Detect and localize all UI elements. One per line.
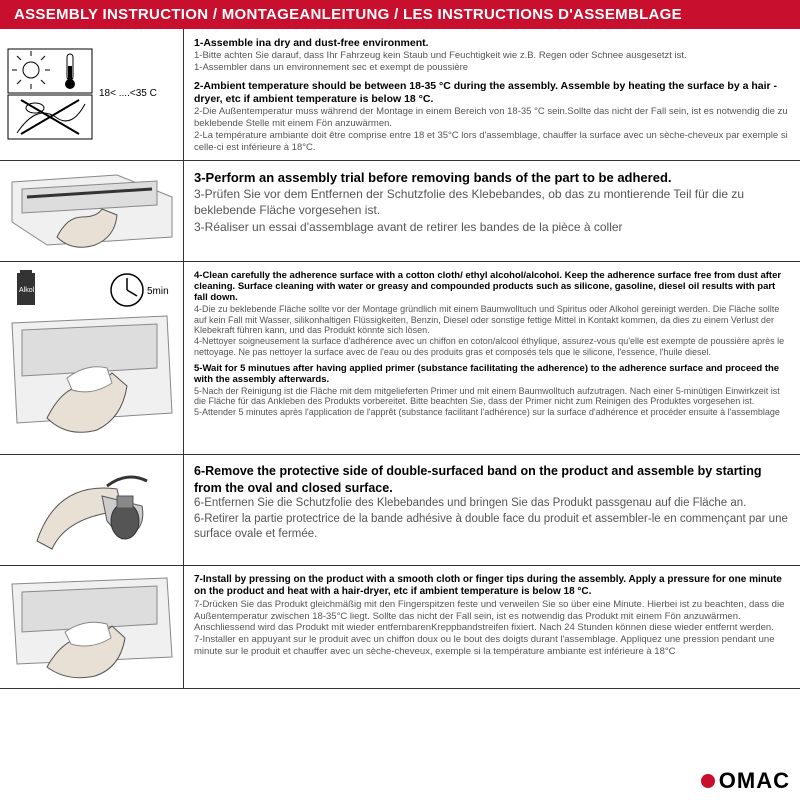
instruction-row: Alkol 5min 4-Clean carefully the adheren… [0,262,800,455]
step-fr: 2-La température ambiante doit être comp… [194,130,790,154]
step-fr: 3-Réaliser un essai d'assemblage avant d… [194,219,790,235]
illustration-temp: 18< ....<35 C [0,29,184,160]
instruction-text: 6-Remove the protective side of double-s… [184,455,800,565]
instruction-text: 3-Perform an assembly trial before remov… [184,161,800,261]
wait-label: 5min [147,286,169,297]
illustration-clean: Alkol 5min [0,262,184,454]
instruction-row: 18< ....<35 C 1-Assemble ina dry and dus… [0,29,800,161]
step-en: 7-Install by pressing on the product wit… [194,574,790,599]
bottle-label: Alkol [19,287,35,294]
step-en: 5-Wait for 5 minutues after having appli… [194,363,790,386]
step-en: 3-Perform an assembly trial before remov… [194,169,790,187]
step-en: 6-Remove the protective side of double-s… [194,463,790,497]
step-de: 2-Die Außentemperatur muss während der M… [194,106,790,130]
step-de: 5-Nach der Reinigung ist die Fläche mit … [194,386,790,408]
step-de: 7-Drücken Sie das Produkt gleichmäßig mi… [194,599,790,635]
step-fr: 4-Nettoyer soigneusement la surface d'ad… [194,336,790,358]
step-fr: 6-Retirer la partie protectrice de la ba… [194,512,790,543]
step-en: 4-Clean carefully the adherence surface … [194,270,790,304]
instruction-row: 3-Perform an assembly trial before remov… [0,161,800,262]
step-en: 2-Ambient temperature should be between … [194,80,790,106]
logo-dot-icon [701,774,715,788]
step-fr: 7-Installer en appuyant sur le produit a… [194,634,790,658]
step-de: 6-Entfernen Sie die Schutzfolie des Kleb… [194,496,790,512]
instruction-row: 7-Install by pressing on the product wit… [0,566,800,689]
step-de: 1-Bitte achten Sie darauf, dass Ihr Fahr… [194,50,790,62]
instruction-text: 7-Install by pressing on the product wit… [184,566,800,688]
step-fr: 5-Attender 5 minutes après l'application… [194,407,790,418]
instruction-text: 1-Assemble ina dry and dust-free environ… [184,29,800,160]
header-title: ASSEMBLY INSTRUCTION / MONTAGEANLEITUNG … [0,0,800,29]
logo-text: OMAC [719,768,790,794]
instruction-row: 6-Remove the protective side of double-s… [0,455,800,566]
step-de: 4-Die zu beklebende Fläche sollte vor de… [194,304,790,336]
illustration-peel [0,455,184,565]
illustration-trial [0,161,184,261]
step-de: 3-Prüfen Sie vor dem Entfernen der Schut… [194,186,790,218]
temp-range-label: 18< ....<35 C [99,88,157,99]
step-fr: 1-Assembler dans un environnement sec et… [194,62,790,74]
illustration-press [0,566,184,688]
brand-logo: OMAC [701,768,790,794]
instruction-text: 4-Clean carefully the adherence surface … [184,262,800,454]
step-en: 1-Assemble ina dry and dust-free environ… [194,37,790,50]
